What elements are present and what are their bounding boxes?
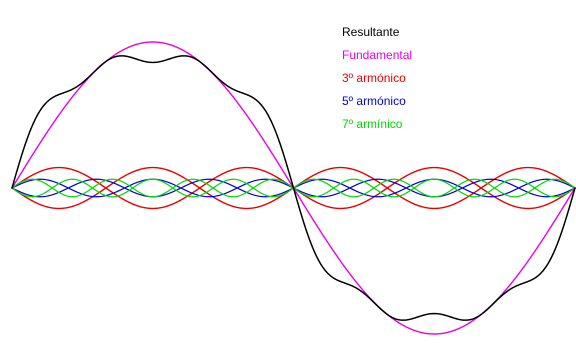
series-layer	[11, 41, 576, 335]
series-resultante	[11, 55, 576, 321]
legend-7th-harmonic: 7º armínico	[342, 117, 403, 131]
legend-3rd-harmonic: 3º armónico	[342, 71, 406, 85]
legend-5th-harmonic: 5º armónico	[342, 94, 406, 108]
legend-resultante: Resultante	[342, 25, 400, 39]
legend-fundamental: Fundamental	[342, 48, 412, 62]
legend: Resultante Fundamental 3º armónico 5º ar…	[342, 25, 412, 131]
